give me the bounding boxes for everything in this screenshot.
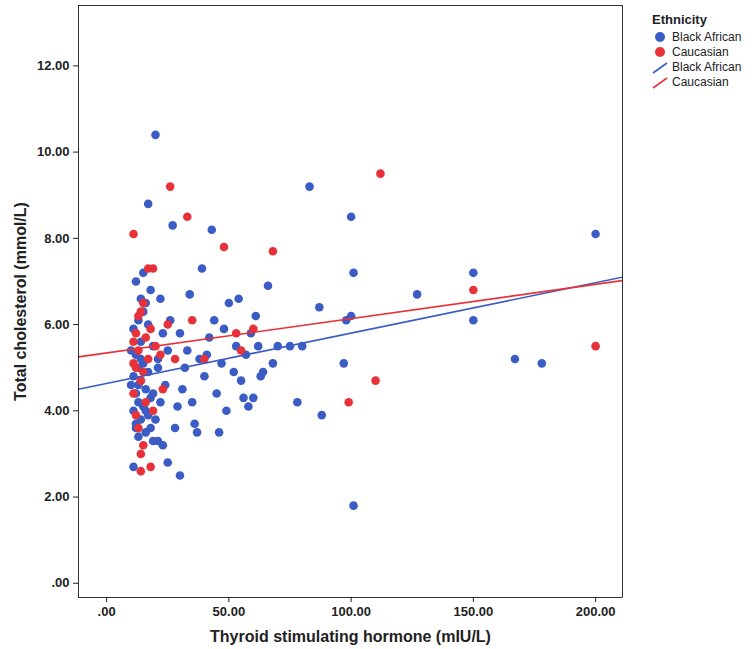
svg-text:6.00: 6.00 [44, 317, 69, 332]
svg-text:100.00: 100.00 [331, 604, 371, 619]
html-text:Caucasian: Caucasian [672, 74, 729, 89]
svg-text:200.00: 200.00 [576, 604, 616, 619]
svg-text:12.00: 12.00 [37, 58, 70, 73]
svg-text:8.00: 8.00 [44, 230, 69, 245]
svg-text:Thyroid stimulating hormone (m: Thyroid stimulating hormone (mIU/L) [210, 628, 491, 645]
html-text:Caucasian: Caucasian [672, 44, 729, 59]
html-text:Ethnicity: Ethnicity [652, 12, 707, 27]
svg-text:50.00: 50.00 [213, 604, 246, 619]
svg-text:10.00: 10.00 [37, 144, 70, 159]
svg-text:4.00: 4.00 [44, 403, 69, 418]
svg-text:Total cholesterol (mmol/L): Total cholesterol (mmol/L) [12, 202, 29, 401]
html-text:Black African: Black African [672, 59, 742, 74]
svg-text:2.00: 2.00 [44, 489, 69, 504]
svg-text:.00: .00 [98, 604, 116, 619]
html-text:Black African: Black African [672, 29, 742, 44]
svg-text:150.00: 150.00 [453, 604, 493, 619]
svg-text:.00: .00 [51, 575, 69, 590]
